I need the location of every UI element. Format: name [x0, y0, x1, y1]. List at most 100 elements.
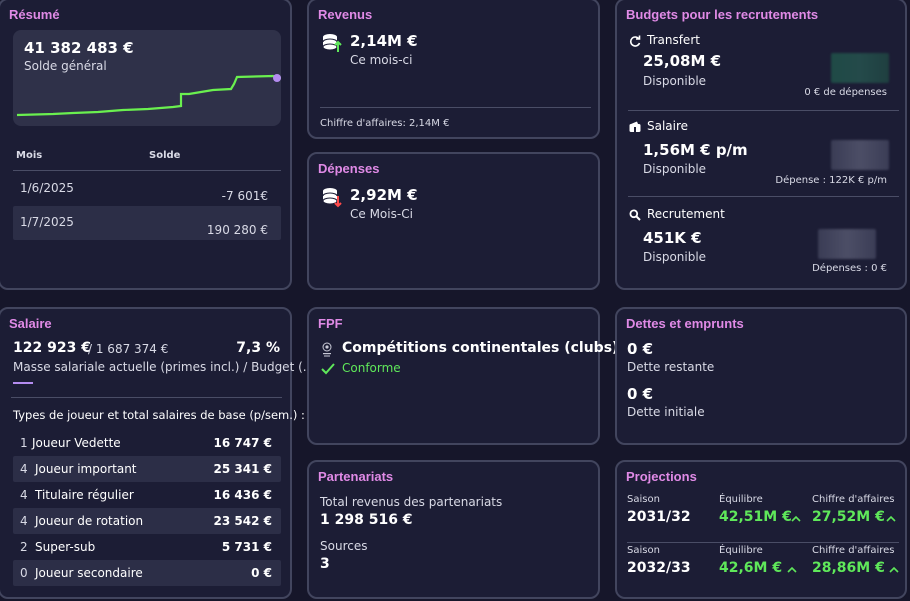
partenariats-sources-label: Sources — [320, 539, 368, 553]
budgets-title: Budgets pour les recrutements — [626, 7, 819, 22]
salaire-types-title: Types de joueur et total salaires de bas… — [13, 408, 305, 422]
salaire-row-count: 4 — [20, 514, 28, 528]
salaire-row-type: Super-sub — [35, 540, 96, 554]
trophy-logo-icon — [322, 342, 332, 357]
revenus-amount: 2,14M € — [350, 32, 418, 50]
salaire-percent: 7,3 % — [236, 340, 280, 356]
fpf-card: FPF Compétitions continentales (clubs) C… — [307, 307, 618, 445]
refresh-icon — [629, 35, 641, 47]
salaire-row-value: 0 € — [251, 566, 272, 580]
dettes-title: Dettes et emprunts — [626, 316, 744, 331]
salaire-row-type: Joueur de rotation — [35, 514, 144, 528]
salaire-row-type: Joueur secondaire — [35, 566, 143, 580]
projection-balance: 42,51M € — [719, 509, 792, 525]
salaire-row: 4 Joueur de rotation 23 542 € — [13, 508, 281, 534]
fpf-title: FPF — [318, 316, 343, 331]
partenariats-card: Partenariats Total revenus des partenari… — [307, 460, 600, 599]
revenus-divider — [320, 107, 591, 108]
depenses-period: Ce Mois-Ci — [350, 207, 413, 221]
salaire-row-type: Titulaire régulier — [35, 488, 134, 502]
coins-up-icon — [322, 34, 342, 52]
salaire-row-count: 1 — [20, 436, 28, 450]
budgets-card: Budgets pour les recrutements Transfert … — [615, 0, 907, 290]
salaire-current: 122 923 € — [13, 340, 91, 356]
resume-row-month: 1/7/2025 — [20, 215, 74, 229]
budget-section-label: Recrutement — [647, 207, 725, 221]
trend-up-icon — [889, 566, 899, 573]
coins-down-icon — [322, 188, 342, 208]
fpf-status: Conforme — [342, 361, 401, 375]
partenariats-total-label: Total revenus des partenariats — [320, 495, 503, 509]
budget-section-amount: 1,56M € p/m — [643, 141, 748, 159]
resume-row: 1/6/2025 -7 601€ — [13, 172, 281, 206]
salaire-row-count: 0 — [20, 566, 28, 580]
trend-up-icon — [791, 515, 801, 522]
dette-restante-value: 0 € — [627, 340, 654, 358]
salaire-title: Salaire — [9, 316, 52, 331]
revenus-footer-label: Chiffre d'affaires: — [320, 118, 406, 129]
budget-bar-placeholder — [831, 140, 889, 170]
salaire-card: Salaire 122 923 € / 1 687 374 € 7,3 % Ma… — [0, 307, 314, 599]
budget-section-status: Disponible — [643, 162, 707, 176]
salaire-row-value: 16 436 € — [213, 488, 272, 502]
salaire-progress-bar — [13, 382, 33, 384]
projection-divider — [627, 542, 899, 543]
dette-initiale-label: Dette initiale — [627, 405, 705, 419]
dette-restante-label: Dette restante — [627, 360, 715, 374]
projection-balance: 42,6M € — [719, 560, 783, 576]
projections-title: Projections — [626, 469, 697, 484]
projection-revenue-label: Chiffre d'affaires — [812, 545, 895, 556]
trend-up-icon — [886, 515, 896, 522]
salaire-budget: / 1 687 374 € — [88, 342, 169, 356]
partenariats-title: Partenariats — [318, 469, 394, 484]
resume-col-balance: Solde — [149, 150, 181, 161]
projections-card: Projections Saison 2031/32 Équilibre 42,… — [615, 460, 907, 599]
magnifier-icon — [629, 209, 641, 221]
salaire-row: 4 Titulaire régulier 16 436 € — [13, 482, 281, 508]
projection-row: Saison 2031/32 Équilibre 42,51M € Chiffr… — [617, 492, 907, 540]
resume-header-divider — [13, 170, 281, 171]
revenus-period: Ce mois-ci — [350, 53, 413, 67]
salaire-row: 0 Joueur secondaire 0 € — [13, 560, 281, 586]
projection-balance-label: Équilibre — [719, 494, 763, 505]
budget-divider — [628, 196, 899, 197]
projection-revenue-label: Chiffre d'affaires — [812, 494, 895, 505]
budget-section-status: Disponible — [643, 250, 707, 264]
projection-season: 2031/32 — [627, 509, 691, 525]
resume-card: Résumé 41 382 483 € Solde général Mois S… — [0, 0, 292, 290]
budget-section-label: Salaire — [647, 119, 689, 133]
salaire-row-value: 16 747 € — [213, 436, 272, 450]
trend-up-icon — [787, 566, 797, 573]
salaire-row-value: 25 341 € — [213, 462, 272, 476]
budget-section-amount: 25,08M € — [643, 52, 722, 70]
balance-label: Solde général — [24, 59, 107, 73]
projection-season-label: Saison — [627, 545, 660, 556]
budget-section-note: Dépense : 122K € p/m — [775, 175, 887, 186]
budget-section-status: Disponible — [643, 74, 707, 88]
partenariats-total-value: 1 298 516 € — [320, 512, 413, 528]
projection-balance-label: Équilibre — [719, 545, 763, 556]
projection-season-label: Saison — [627, 494, 660, 505]
balance-amount: 41 382 483 € — [24, 39, 134, 57]
fpf-competition: Compétitions continentales (clubs) — [342, 340, 619, 356]
budget-divider — [628, 110, 899, 111]
depenses-card: Dépenses 2,92M € Ce Mois-Ci — [307, 152, 600, 290]
resume-row-value: -7 601€ — [221, 189, 268, 203]
salaire-row-value: 23 542 € — [213, 514, 272, 528]
salaire-row-value: 5 731 € — [221, 540, 272, 554]
resume-row-value: 190 280 € — [206, 223, 268, 237]
partenariats-sources-value: 3 — [320, 556, 330, 572]
salaire-row-count: 4 — [20, 488, 28, 502]
budget-bar-placeholder — [818, 229, 876, 259]
resume-col-month: Mois — [16, 150, 43, 161]
salaire-row: 4 Joueur important 25 341 € — [13, 456, 281, 482]
budget-section-amount: 451K € — [643, 229, 702, 247]
salaire-row: 1 Joueur Vedette 16 747 € — [13, 430, 281, 456]
budget-section-note: 0 € de dépenses — [804, 87, 887, 98]
projection-revenue: 28,86M € — [812, 560, 885, 576]
resume-row-month: 1/6/2025 — [20, 181, 74, 195]
revenus-card: Revenus 2,14M € Ce mois-ci Chiffre d'aff… — [307, 0, 600, 139]
dettes-card: Dettes et emprunts 0 € Dette restante 0 … — [615, 307, 907, 445]
revenus-footer-value: 2,14M € — [409, 118, 450, 129]
salaire-row-type: Joueur Vedette — [32, 436, 121, 450]
